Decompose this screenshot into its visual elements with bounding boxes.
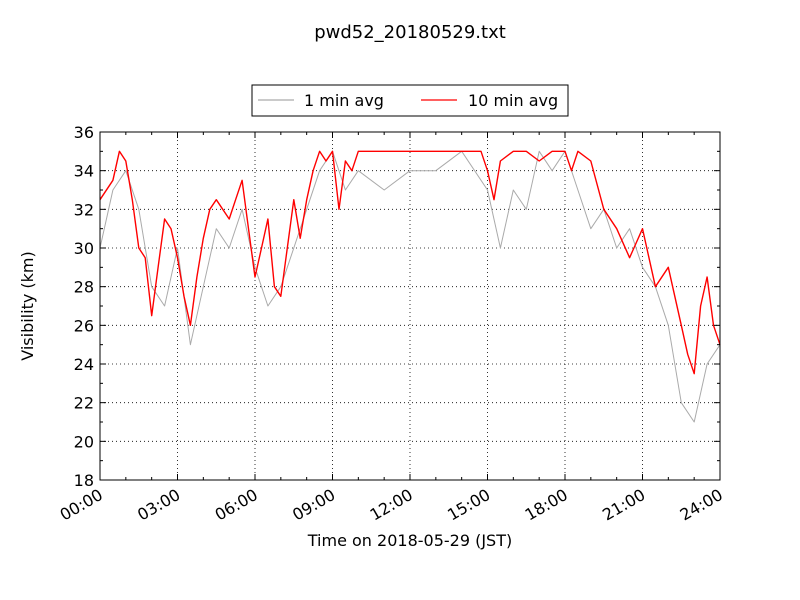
x-tick-label: 06:00 (212, 485, 261, 525)
legend-label-10min: 10 min avg (468, 91, 558, 110)
x-tick-label: 18:00 (522, 485, 571, 525)
x-tick-label: 21:00 (599, 485, 648, 525)
series-line-1-min-avg (99, 150, 721, 423)
y-tick-label: 26 (74, 316, 94, 335)
y-tick-label: 34 (74, 162, 94, 181)
legend-label-1min: 1 min avg (304, 91, 384, 110)
y-tick-label: 24 (74, 355, 94, 374)
y-tick-label: 30 (74, 239, 94, 258)
x-tick-label: 24:00 (677, 485, 726, 525)
y-tick-label: 28 (74, 278, 94, 297)
y-tick-label: 32 (74, 200, 94, 219)
chart-title: pwd52_20180529.txt (314, 22, 506, 43)
x-tick-label: 12:00 (367, 485, 416, 525)
x-axis-label: Time on 2018-05-29 (JST) (307, 531, 512, 550)
x-tick-label: 00:00 (57, 485, 106, 525)
y-axis-label: Visibility (km) (18, 251, 37, 360)
x-tick-label: 09:00 (289, 485, 338, 525)
axes: 00:00 03:00 06:00 09:00 12:00 15:00 18:00 21:00… (57, 123, 726, 525)
y-tick-label: 36 (74, 123, 94, 142)
legend: 1 min avg 10 min avg (251, 84, 569, 117)
series-line-10-min-avg (99, 150, 721, 375)
legend-box (251, 84, 569, 117)
y-tick-label: 22 (74, 394, 94, 413)
series-layer (99, 150, 721, 423)
y-tick-label: 18 (74, 471, 94, 490)
x-tick-label: 03:00 (134, 485, 183, 525)
y-tick-label: 20 (74, 432, 94, 451)
x-tick-label: 15:00 (444, 485, 493, 525)
